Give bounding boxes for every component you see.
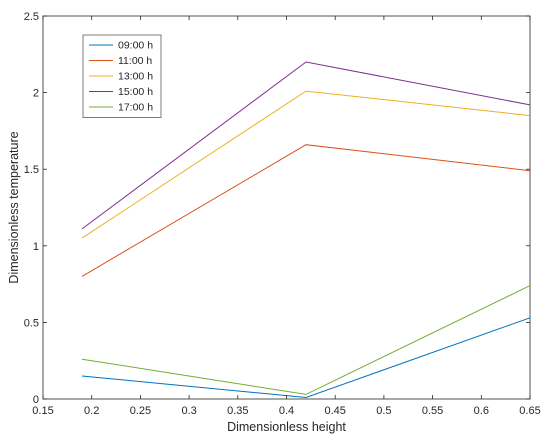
y-tick-label: 0 — [33, 394, 39, 406]
y-tick-label: 2 — [33, 88, 39, 100]
y-tick-label: 0.5 — [24, 317, 39, 329]
legend-label: 15:00 h — [118, 86, 153, 98]
y-tick-label: 2.5 — [24, 11, 39, 23]
x-tick-label: 0.6 — [474, 405, 489, 417]
x-axis-label: Dimensionless height — [227, 420, 346, 434]
x-tick-label: 0.3 — [181, 405, 196, 417]
x-tick-label: 0.15 — [32, 405, 53, 417]
x-tick-label: 0.5 — [376, 405, 391, 417]
y-axis-ticks: 0 0.5 1 1.5 2 2.5 — [24, 11, 530, 406]
y-tick-label: 1.5 — [24, 164, 39, 176]
legend-label: 13:00 h — [118, 71, 153, 83]
x-axis-ticks: 0.15 0.2 0.25 0.3 0.35 0.4 0.45 0.5 0.55 0.6 0.65 — [32, 16, 541, 417]
series-line-4 — [81, 61, 531, 230]
x-tick-label: 0.35 — [227, 405, 248, 417]
x-tick-label: 0.25 — [130, 405, 151, 417]
y-tick-label: 1 — [33, 241, 39, 253]
x-tick-label: 0.2 — [84, 405, 99, 417]
legend-label: 09:00 h — [118, 40, 153, 52]
legend: 09:00 h 11:00 h 13:00 h 15:00 h 17:00 h — [82, 34, 162, 118]
series-line-1 — [81, 317, 531, 399]
x-tick-label: 0.4 — [279, 405, 294, 417]
x-tick-label: 0.65 — [519, 405, 540, 417]
series-layer — [81, 61, 531, 399]
x-tick-label: 0.55 — [422, 405, 443, 417]
legend-label: 11:00 h — [118, 55, 152, 67]
y-axis-label: Dimensionless temperature — [7, 131, 21, 283]
series-line-3 — [81, 90, 531, 239]
legend-label: 17:00 h — [118, 102, 153, 114]
series-line-2 — [81, 144, 531, 277]
series-line-5 — [81, 285, 531, 395]
x-tick-label: 0.45 — [324, 405, 345, 417]
